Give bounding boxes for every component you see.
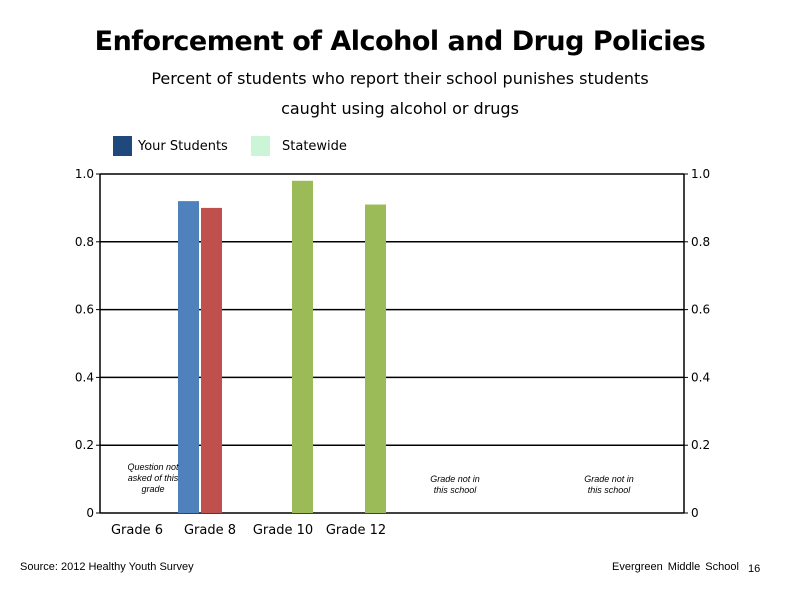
bar-grade-10 — [292, 180, 313, 513]
y-tick-label-right: 0.4 — [691, 370, 710, 384]
y-tick-label-left: 1.0 — [75, 167, 94, 181]
legend-label-statewide: Statewide — [282, 138, 347, 154]
y-tick-label-left: 0.6 — [75, 303, 94, 317]
legend-swatch-your-students — [113, 136, 132, 156]
source-note: Source: 2012 Healthy Youth Survey — [20, 561, 194, 573]
y-tick-label-right: 0.8 — [691, 235, 710, 249]
x-tick-label: Grade 8 — [184, 523, 236, 538]
x-tick-label: Grade 6 — [111, 523, 163, 538]
chart-annotation: Question not — [127, 462, 179, 472]
bar-chart: 0 0 0.2 0.2 0.4 0.4 0.6 0.6 0.8 0.8 1.0 1.0 Grade 6 G… — [75, 167, 710, 538]
bar-grade-12 — [365, 204, 386, 513]
y-tick-label-left: 0 — [86, 506, 94, 520]
chart-annotation: Grade not in — [430, 474, 480, 484]
y-tick-label-right: 0 — [691, 506, 699, 520]
school-name: Evergreen Middle School — [612, 561, 739, 573]
legend-item-your-students: Your Students — [113, 136, 228, 156]
y-tick-label-left: 0.4 — [75, 370, 94, 384]
subtitle-line-1: Percent of students who report their sch… — [151, 69, 649, 88]
y-tick-label-left: 0.8 — [75, 235, 94, 249]
chart-annotation: grade — [141, 484, 164, 494]
y-tick-label-right: 0.6 — [691, 303, 710, 317]
legend-label-your-students: Your Students — [138, 138, 228, 154]
y-tick-label-right: 1.0 — [691, 167, 710, 181]
y-tick-label-left: 0.2 — [75, 438, 94, 452]
legend-swatch-statewide — [251, 136, 270, 156]
chart-legend: Your Students Statewide — [0, 136, 800, 158]
page-number: 16 — [748, 563, 761, 575]
chart-annotation: this school — [588, 485, 632, 495]
chart-annotation: Grade not in — [584, 474, 634, 484]
y-tick-label-right: 0.2 — [691, 438, 710, 452]
chart-subtitle: Percent of students who report their sch… — [130, 64, 670, 124]
bar-grade-8 — [201, 207, 222, 513]
chart-title: Enforcement of Alcohol and Drug Policies — [94, 26, 706, 57]
bar-grade-8 — [178, 201, 199, 513]
chart-annotation: asked of this — [128, 473, 179, 483]
subtitle-line-2: caught using alcohol or drugs — [281, 99, 519, 118]
legend-item-statewide: Statewide — [251, 136, 347, 156]
chart-annotation: this school — [434, 485, 478, 495]
x-tick-label: Grade 10 — [253, 523, 313, 538]
x-tick-label: Grade 12 — [326, 523, 386, 538]
